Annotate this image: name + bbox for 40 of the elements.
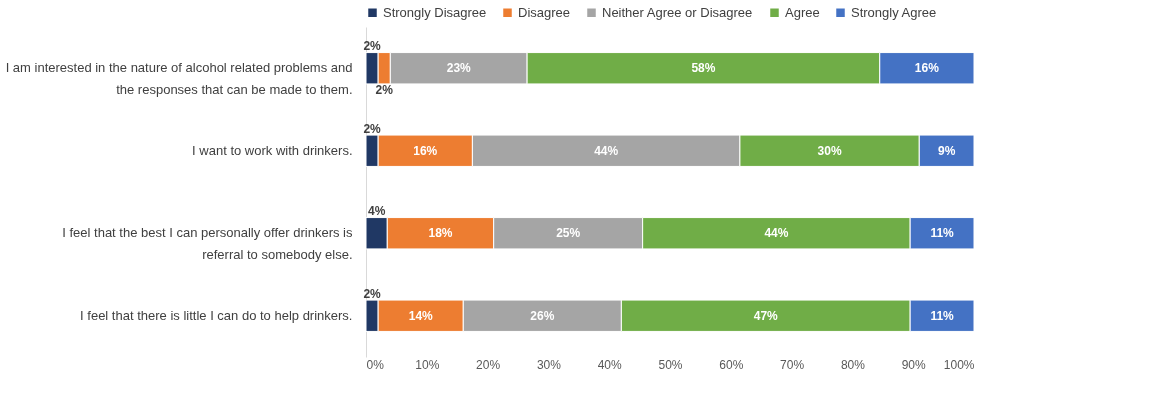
data-label: 4% (367, 204, 386, 219)
legend-label: Agree (785, 4, 820, 20)
data-label: 18% (428, 226, 453, 241)
data-label: 2% (363, 286, 382, 301)
data-label: 44% (764, 226, 789, 241)
x-tick-label: 0% (366, 357, 385, 372)
y-tick-label: I want to work with drinkers. (192, 142, 353, 158)
y-tick-label: I am interested in the nature of alcohol related problems and the responses that can be made to them. (5, 60, 353, 98)
data-label: 44% (594, 143, 619, 158)
legend-label: Neither Agree or Disagree (602, 4, 753, 20)
x-tick-label: 70% (780, 357, 805, 372)
data-label: 2% (363, 39, 382, 54)
data-label: 26% (530, 308, 555, 323)
x-tick-label: 80% (840, 357, 866, 372)
data-label: 14% (408, 308, 434, 323)
legend-label: Disagree (518, 4, 571, 20)
x-tick-label: 100% (943, 357, 975, 372)
x-tick-label: 60% (719, 357, 744, 372)
data-label: 11% (930, 308, 955, 323)
y-tick-label: I feel that there is little I can do to help drinkers. (80, 307, 353, 323)
data-label: 2% (375, 83, 394, 98)
data-label: 30% (817, 143, 842, 158)
data-label: 2% (363, 121, 382, 136)
data-label: 9% (937, 143, 956, 158)
data-label: 11% (930, 226, 955, 241)
x-tick-label: 30% (536, 357, 562, 372)
x-tick-label: 20% (476, 357, 501, 372)
data-label: 25% (556, 226, 581, 241)
legend-label: Strongly Disagree (383, 4, 487, 20)
data-label: 16% (413, 143, 438, 158)
data-label: 23% (446, 61, 472, 76)
x-tick-label: 10% (415, 357, 440, 372)
x-tick-label: 90% (901, 357, 927, 372)
legend-label: Strongly Agree (851, 4, 937, 20)
data-label: 47% (753, 308, 779, 323)
data-label: 58% (691, 61, 716, 76)
data-label: 16% (914, 61, 940, 76)
x-tick-label: 50% (658, 357, 683, 372)
y-tick-label: I feel that the best I can personally offer drinkers is referral to somebody else. (62, 225, 353, 263)
x-tick-label: 40% (597, 357, 623, 372)
